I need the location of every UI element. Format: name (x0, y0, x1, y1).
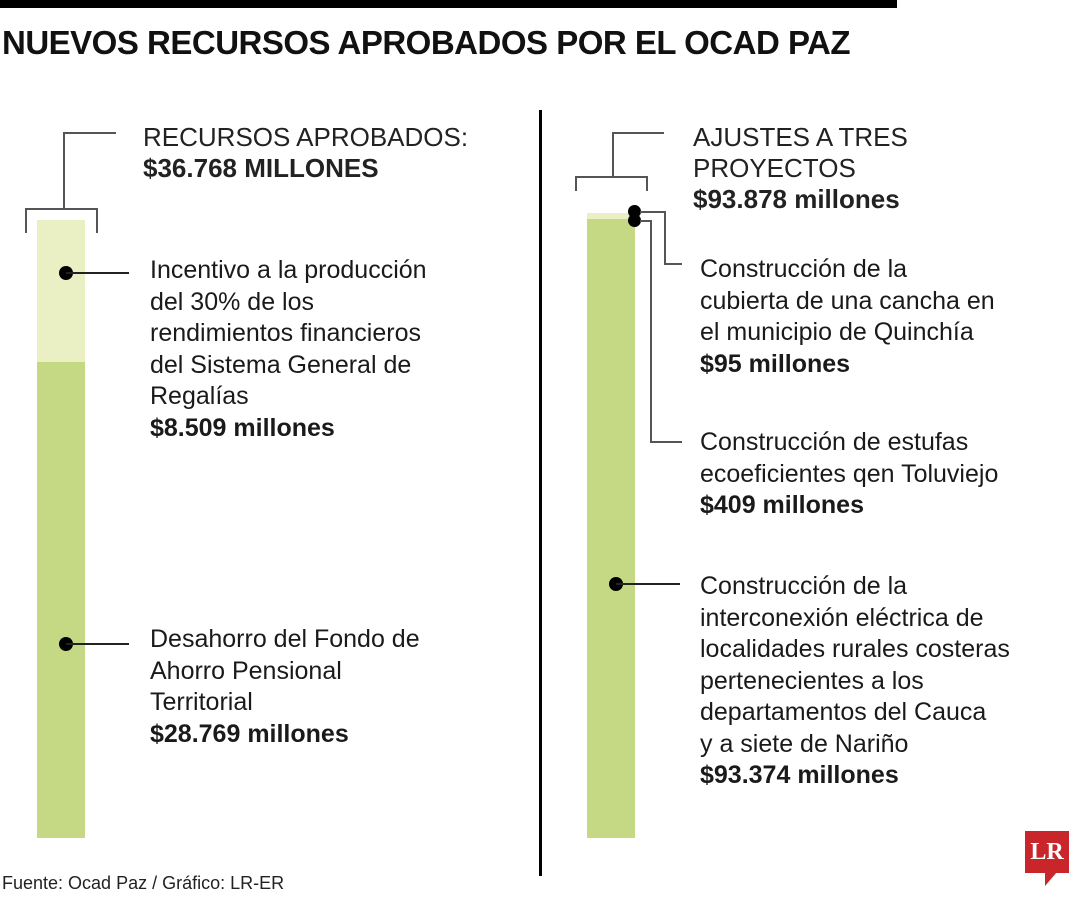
leader-line (650, 441, 682, 443)
source-caption: Fuente: Ocad Paz / Gráfico: LR-ER (2, 873, 285, 893)
item-value: $8.509 millones (150, 413, 335, 442)
leader-line (664, 263, 682, 265)
right-bracket-tick (612, 132, 664, 134)
leader-line (66, 643, 129, 645)
marker-dot (628, 214, 641, 227)
left-bar-segment-incentivo (37, 220, 85, 362)
left-bracket-tick (63, 132, 116, 134)
leader-line (616, 583, 680, 585)
page-title: NUEVOS RECURSOS APROBADOS POR EL OCAD PA… (2, 24, 851, 61)
right-bracket-left (575, 176, 577, 191)
left-bracket-right (96, 208, 98, 233)
top-rule (0, 0, 897, 8)
item-value: $409 millones (700, 491, 864, 519)
leader-line (640, 220, 652, 222)
right-bracket-right (646, 176, 648, 191)
right-header: AJUSTES A TRES PROYECTOS $93.878 millone… (693, 122, 908, 214)
left-item-desahorro: Desahorro del Fondo de Ahorro Pensional … (150, 624, 420, 750)
item-value: $95 millones (700, 349, 851, 378)
left-bracket-stem (63, 132, 65, 209)
right-bracket-top (575, 176, 648, 178)
left-header: RECURSOS APROBADOS: $36.768 MILLONES (143, 122, 468, 184)
right-bar-segment-estufas (587, 215, 635, 219)
left-bracket-top (25, 208, 98, 210)
item-value: $28.769 millones (150, 719, 349, 748)
left-header-label: RECURSOS APROBADOS: (143, 122, 469, 152)
right-item-estufas: Construcción de estufas ecoeficientes qe… (700, 427, 998, 522)
leader-line (66, 272, 129, 274)
right-bar-segment-cancha (587, 213, 635, 215)
right-item-cancha: Construcción de la cubierta de una canch… (700, 254, 995, 380)
left-header-value: $36.768 MILLONES (143, 153, 379, 183)
column-divider (539, 110, 542, 876)
leader-line (640, 211, 666, 213)
item-value: $93.374 millones (700, 761, 899, 789)
lr-logo-tail-icon (1045, 872, 1057, 886)
left-item-incentivo: Incentivo a la producción del 30% de los… (150, 255, 427, 444)
left-bracket-left (25, 208, 27, 233)
leader-line (664, 211, 666, 264)
lr-logo-icon: LR (1025, 831, 1069, 873)
right-bar-segment-interconexion (587, 219, 635, 838)
leader-line (650, 220, 652, 443)
left-bar-segment-desahorro (37, 362, 85, 838)
right-item-interconexion: Construcción de la interconexión eléctri… (700, 571, 1010, 792)
right-header-value: $93.878 millones (693, 184, 900, 214)
right-bracket-stem (612, 132, 614, 177)
